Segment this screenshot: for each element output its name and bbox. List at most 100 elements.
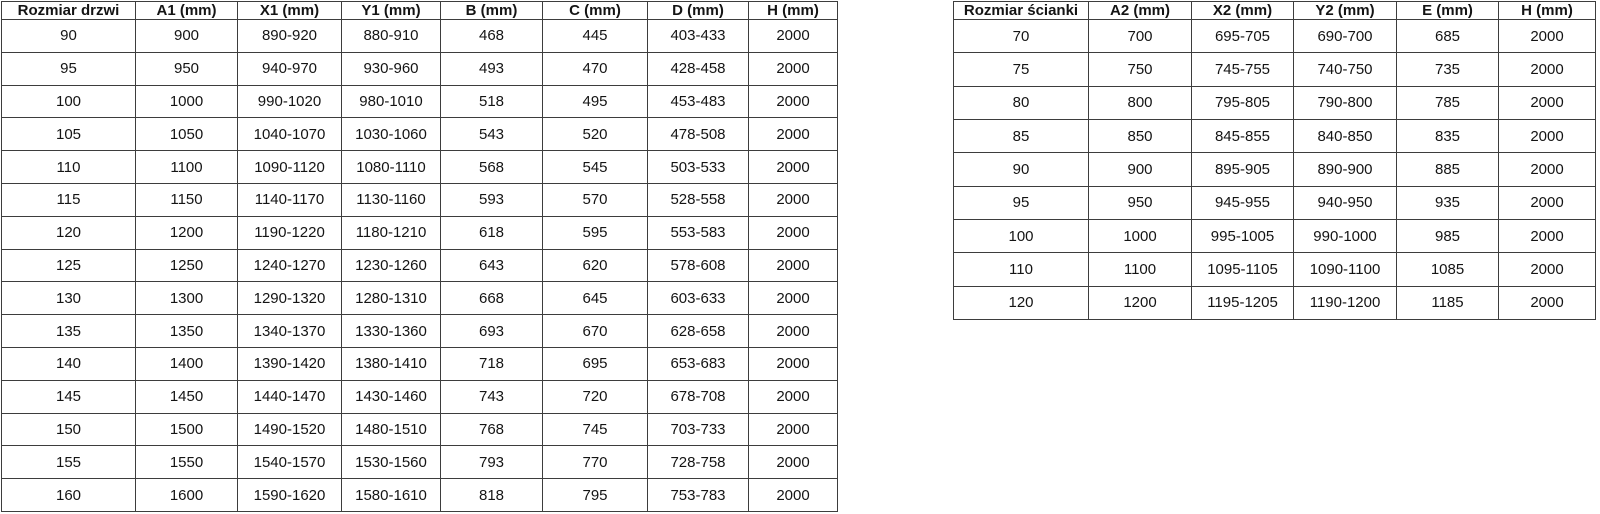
table-cell: 895-905 <box>1191 152 1294 187</box>
table-cell: 445 <box>542 19 648 53</box>
table-cell: 2000 <box>748 412 838 447</box>
header-row: Rozmiar drzwi A1 (mm) X1 (mm) Y1 (mm) B (mm)… <box>1 1 838 20</box>
table-cell: 90 <box>953 152 1089 187</box>
table-row: 100 1000 995-1005 990-1000 985 2000 <box>953 218 1596 254</box>
table-row: 70 700 695-705 690-700 685 2000 <box>953 18 1596 54</box>
table-cell: 745-755 <box>1191 52 1294 87</box>
table-row: 95 950 945-955 940-950 935 2000 <box>953 185 1596 220</box>
table-cell: 1185 <box>1396 285 1499 321</box>
table-row: 155 1550 1540-1570 1530-1560 793 770 728-758 20… <box>1 445 838 480</box>
table-row: 145 1450 1440-1470 1430-1460 743 720 678-708 20… <box>1 379 838 414</box>
table-cell: 1040-1070 <box>237 117 342 152</box>
door-size-table: Rozmiar drzwi A1 (mm) X1 (mm) Y1 (mm) B (mm)… <box>1 1 838 512</box>
table-row: 110 1100 1090-1120 1080-1110 568 545 503-533 20… <box>1 150 838 184</box>
table-cell: 1300 <box>135 281 238 316</box>
table-cell: 2000 <box>748 248 838 283</box>
table-cell: 1100 <box>1088 252 1192 287</box>
table-cell: 543 <box>440 117 543 152</box>
table-cell: 145 <box>1 379 136 414</box>
table-cell: 880-910 <box>341 19 441 53</box>
table-cell: 1590-1620 <box>237 478 342 512</box>
door-table-body: 90 900 890-920 880-910 468 445 403-433 2000 95 95… <box>1 19 838 512</box>
table-cell: 1540-1570 <box>237 445 342 480</box>
table-cell: 2000 <box>748 478 838 512</box>
table-cell: 795 <box>542 478 648 512</box>
table-cell: 495 <box>542 84 648 119</box>
table-cell: 1200 <box>135 215 238 250</box>
column-header: A1 (mm) <box>135 1 238 20</box>
table-cell: 785 <box>1396 85 1499 120</box>
table-cell: 685 <box>1396 18 1499 54</box>
table-row: 135 1350 1340-1370 1330-1360 693 670 628-658 20… <box>1 314 838 348</box>
column-header: Rozmiar drzwi <box>1 1 136 20</box>
table-cell: 1090-1120 <box>237 150 342 184</box>
table-cell: 2000 <box>748 117 838 152</box>
table-cell: 100 <box>1 84 136 119</box>
table-cell: 110 <box>953 252 1089 287</box>
table-cell: 1100 <box>135 150 238 184</box>
table-cell: 753-783 <box>647 478 749 512</box>
table-cell: 1280-1310 <box>341 281 441 316</box>
table-row: 110 1100 1095-1105 1090-1100 1085 2000 <box>953 252 1596 287</box>
table-cell: 700 <box>1088 18 1192 54</box>
table-cell: 695 <box>542 346 648 381</box>
table-cell: 940-970 <box>237 51 342 86</box>
table-cell: 2000 <box>748 51 838 86</box>
table-row: 85 850 845-855 840-850 835 2000 <box>953 118 1596 154</box>
table-cell: 790-800 <box>1293 85 1397 120</box>
table-cell: 850 <box>1088 118 1192 154</box>
table-cell: 100 <box>953 218 1089 254</box>
table-cell: 1440-1470 <box>237 379 342 414</box>
column-header: D (mm) <box>647 1 749 20</box>
door-table-header: Rozmiar drzwi A1 (mm) X1 (mm) Y1 (mm) B (mm)… <box>1 1 838 20</box>
table-cell: 90 <box>1 19 136 53</box>
table-cell: 120 <box>953 285 1089 321</box>
table-cell: 135 <box>1 314 136 348</box>
table-cell: 728-758 <box>647 445 749 480</box>
table-row: 130 1300 1290-1320 1280-1310 668 645 603-633 20… <box>1 281 838 316</box>
table-cell: 1180-1210 <box>341 215 441 250</box>
table-cell: 1200 <box>1088 285 1192 321</box>
table-cell: 668 <box>440 281 543 316</box>
table-cell: 995-1005 <box>1191 218 1294 254</box>
table-cell: 1080-1110 <box>341 150 441 184</box>
table-cell: 653-683 <box>647 346 749 381</box>
table-row: 95 950 940-970 930-960 493 470 428-458 2000 <box>1 51 838 86</box>
table-cell: 470 <box>542 51 648 86</box>
table-cell: 1190-1220 <box>237 215 342 250</box>
table-cell: 935 <box>1396 185 1499 220</box>
column-header: Y2 (mm) <box>1293 1 1397 20</box>
table-cell: 1450 <box>135 379 238 414</box>
table-cell: 95 <box>1 51 136 86</box>
table-cell: 900 <box>1088 152 1192 187</box>
table-cell: 403-433 <box>647 19 749 53</box>
table-cell: 2000 <box>748 445 838 480</box>
table-cell: 160 <box>1 478 136 512</box>
table-cell: 645 <box>542 281 648 316</box>
table-cell: 900 <box>135 19 238 53</box>
table-cell: 2000 <box>1498 252 1596 287</box>
table-cell: 2000 <box>748 84 838 119</box>
table-cell: 2000 <box>748 215 838 250</box>
table-cell: 2000 <box>748 346 838 381</box>
table-cell: 795-805 <box>1191 85 1294 120</box>
table-cell: 85 <box>953 118 1089 154</box>
column-header: X1 (mm) <box>237 1 342 20</box>
column-header: A2 (mm) <box>1088 1 1192 20</box>
table-cell: 1380-1410 <box>341 346 441 381</box>
table-cell: 800 <box>1088 85 1192 120</box>
table-cell: 1050 <box>135 117 238 152</box>
table-cell: 695-705 <box>1191 18 1294 54</box>
table-cell: 643 <box>440 248 543 283</box>
table-cell: 110 <box>1 150 136 184</box>
table-cell: 478-508 <box>647 117 749 152</box>
table-cell: 70 <box>953 18 1089 54</box>
table-cell: 768 <box>440 412 543 447</box>
table-row: 150 1500 1490-1520 1480-1510 768 745 703-733 20… <box>1 412 838 447</box>
table-cell: 740-750 <box>1293 52 1397 87</box>
table-cell: 428-458 <box>647 51 749 86</box>
table-cell: 125 <box>1 248 136 283</box>
table-cell: 518 <box>440 84 543 119</box>
table-row: 120 1200 1195-1205 1190-1200 1185 2000 <box>953 285 1596 321</box>
